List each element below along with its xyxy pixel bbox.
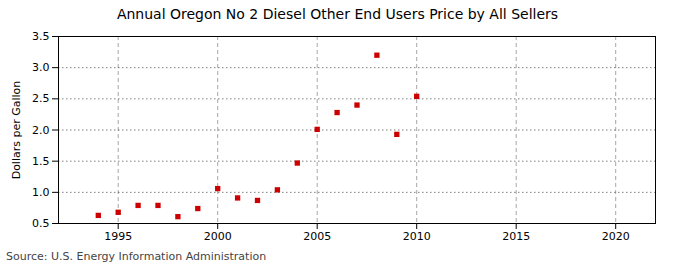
html-text:Annual Oregon No 2 Diesel Othe: Annual Oregon No 2 Diesel Other End User… bbox=[116, 6, 559, 22]
svg-text:2.0: 2.0 bbox=[32, 124, 50, 137]
svg-text:2005: 2005 bbox=[303, 230, 331, 243]
svg-text:1995: 1995 bbox=[104, 230, 132, 243]
svg-text:3.0: 3.0 bbox=[32, 61, 50, 74]
svg-text:2010: 2010 bbox=[403, 230, 431, 243]
svg-text:3.5: 3.5 bbox=[32, 30, 50, 43]
html-text:Source: U.S. Energy Informatio: Source: U.S. Energy Information Administ… bbox=[6, 250, 267, 263]
svg-text:2.5: 2.5 bbox=[32, 92, 50, 105]
svg-text:2020: 2020 bbox=[602, 230, 630, 243]
svg-text:2000: 2000 bbox=[204, 230, 232, 243]
svg-text:0.5: 0.5 bbox=[32, 217, 50, 230]
svg-text:1.0: 1.0 bbox=[32, 186, 50, 199]
svg-text:Dollars per Gallon: Dollars per Gallon bbox=[10, 81, 23, 180]
svg-text:2015: 2015 bbox=[502, 230, 530, 243]
svg-text:1.5: 1.5 bbox=[32, 155, 50, 168]
